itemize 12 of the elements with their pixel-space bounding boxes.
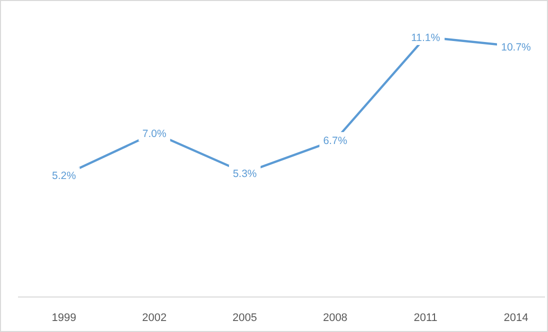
x-tick-label: 2002: [142, 312, 167, 324]
data-label: 11.1%: [411, 32, 440, 44]
x-tick-label: 2005: [232, 312, 258, 324]
data-label: 6.7%: [323, 135, 348, 148]
data-label: 5.3%: [232, 168, 257, 180]
x-tick-label: 2014: [504, 312, 528, 324]
x-tick-label: 2011: [414, 312, 438, 324]
x-tick-label: 1999: [52, 312, 76, 324]
data-label: 10.7%: [501, 41, 531, 54]
x-tick-label: 2008: [322, 312, 348, 324]
data-label: 7.0%: [142, 128, 166, 140]
data-label: 5.2%: [52, 170, 76, 182]
